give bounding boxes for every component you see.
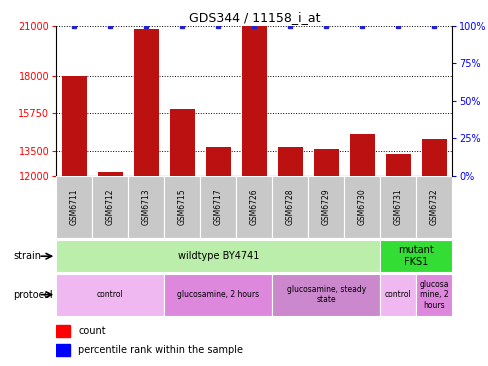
FancyBboxPatch shape (344, 176, 380, 238)
Text: GSM6729: GSM6729 (321, 188, 330, 225)
Text: GSM6731: GSM6731 (393, 188, 402, 225)
Text: GSM6717: GSM6717 (213, 188, 223, 225)
Bar (277, 147, 302, 176)
FancyBboxPatch shape (415, 273, 451, 316)
FancyBboxPatch shape (164, 273, 272, 316)
FancyBboxPatch shape (128, 176, 164, 238)
Bar (349, 134, 374, 176)
FancyBboxPatch shape (415, 176, 451, 238)
FancyBboxPatch shape (56, 240, 380, 272)
Bar (169, 109, 194, 176)
Text: percentile rank within the sample: percentile rank within the sample (78, 345, 243, 355)
Bar (241, 26, 266, 176)
Bar (98, 172, 122, 176)
Text: GSM6712: GSM6712 (105, 188, 115, 225)
Text: GSM6730: GSM6730 (357, 188, 366, 225)
Bar (313, 149, 338, 176)
Text: wildtype BY4741: wildtype BY4741 (177, 251, 259, 261)
Text: count: count (78, 326, 105, 336)
Text: control: control (97, 290, 123, 299)
Bar (56, 325, 70, 337)
Text: protocol: protocol (13, 290, 53, 300)
Text: glucosamine, steady
state: glucosamine, steady state (286, 285, 365, 305)
FancyBboxPatch shape (236, 176, 272, 238)
FancyBboxPatch shape (272, 273, 380, 316)
Text: control: control (384, 290, 411, 299)
Bar (421, 139, 446, 176)
Bar (385, 154, 410, 176)
Bar (205, 147, 230, 176)
Text: strain: strain (13, 251, 41, 261)
FancyBboxPatch shape (92, 176, 128, 238)
Text: glucosa
mine, 2
hours: glucosa mine, 2 hours (419, 280, 448, 310)
FancyBboxPatch shape (380, 240, 451, 272)
FancyBboxPatch shape (307, 176, 344, 238)
Text: GSM6732: GSM6732 (429, 188, 438, 225)
Bar (133, 29, 159, 176)
Text: glucosamine, 2 hours: glucosamine, 2 hours (177, 290, 259, 299)
FancyBboxPatch shape (56, 176, 92, 238)
FancyBboxPatch shape (164, 176, 200, 238)
Text: GSM6728: GSM6728 (285, 188, 294, 225)
Title: GDS344 / 11158_i_at: GDS344 / 11158_i_at (188, 11, 319, 25)
Text: GSM6713: GSM6713 (142, 188, 150, 225)
FancyBboxPatch shape (272, 176, 307, 238)
Text: mutant
FKS1: mutant FKS1 (398, 245, 433, 267)
Text: GSM6726: GSM6726 (249, 188, 258, 225)
Bar (56, 344, 70, 356)
Bar (61, 76, 87, 176)
FancyBboxPatch shape (56, 273, 164, 316)
FancyBboxPatch shape (380, 273, 415, 316)
FancyBboxPatch shape (200, 176, 236, 238)
Text: GSM6711: GSM6711 (70, 188, 79, 225)
FancyBboxPatch shape (380, 176, 415, 238)
Text: GSM6715: GSM6715 (178, 188, 186, 225)
